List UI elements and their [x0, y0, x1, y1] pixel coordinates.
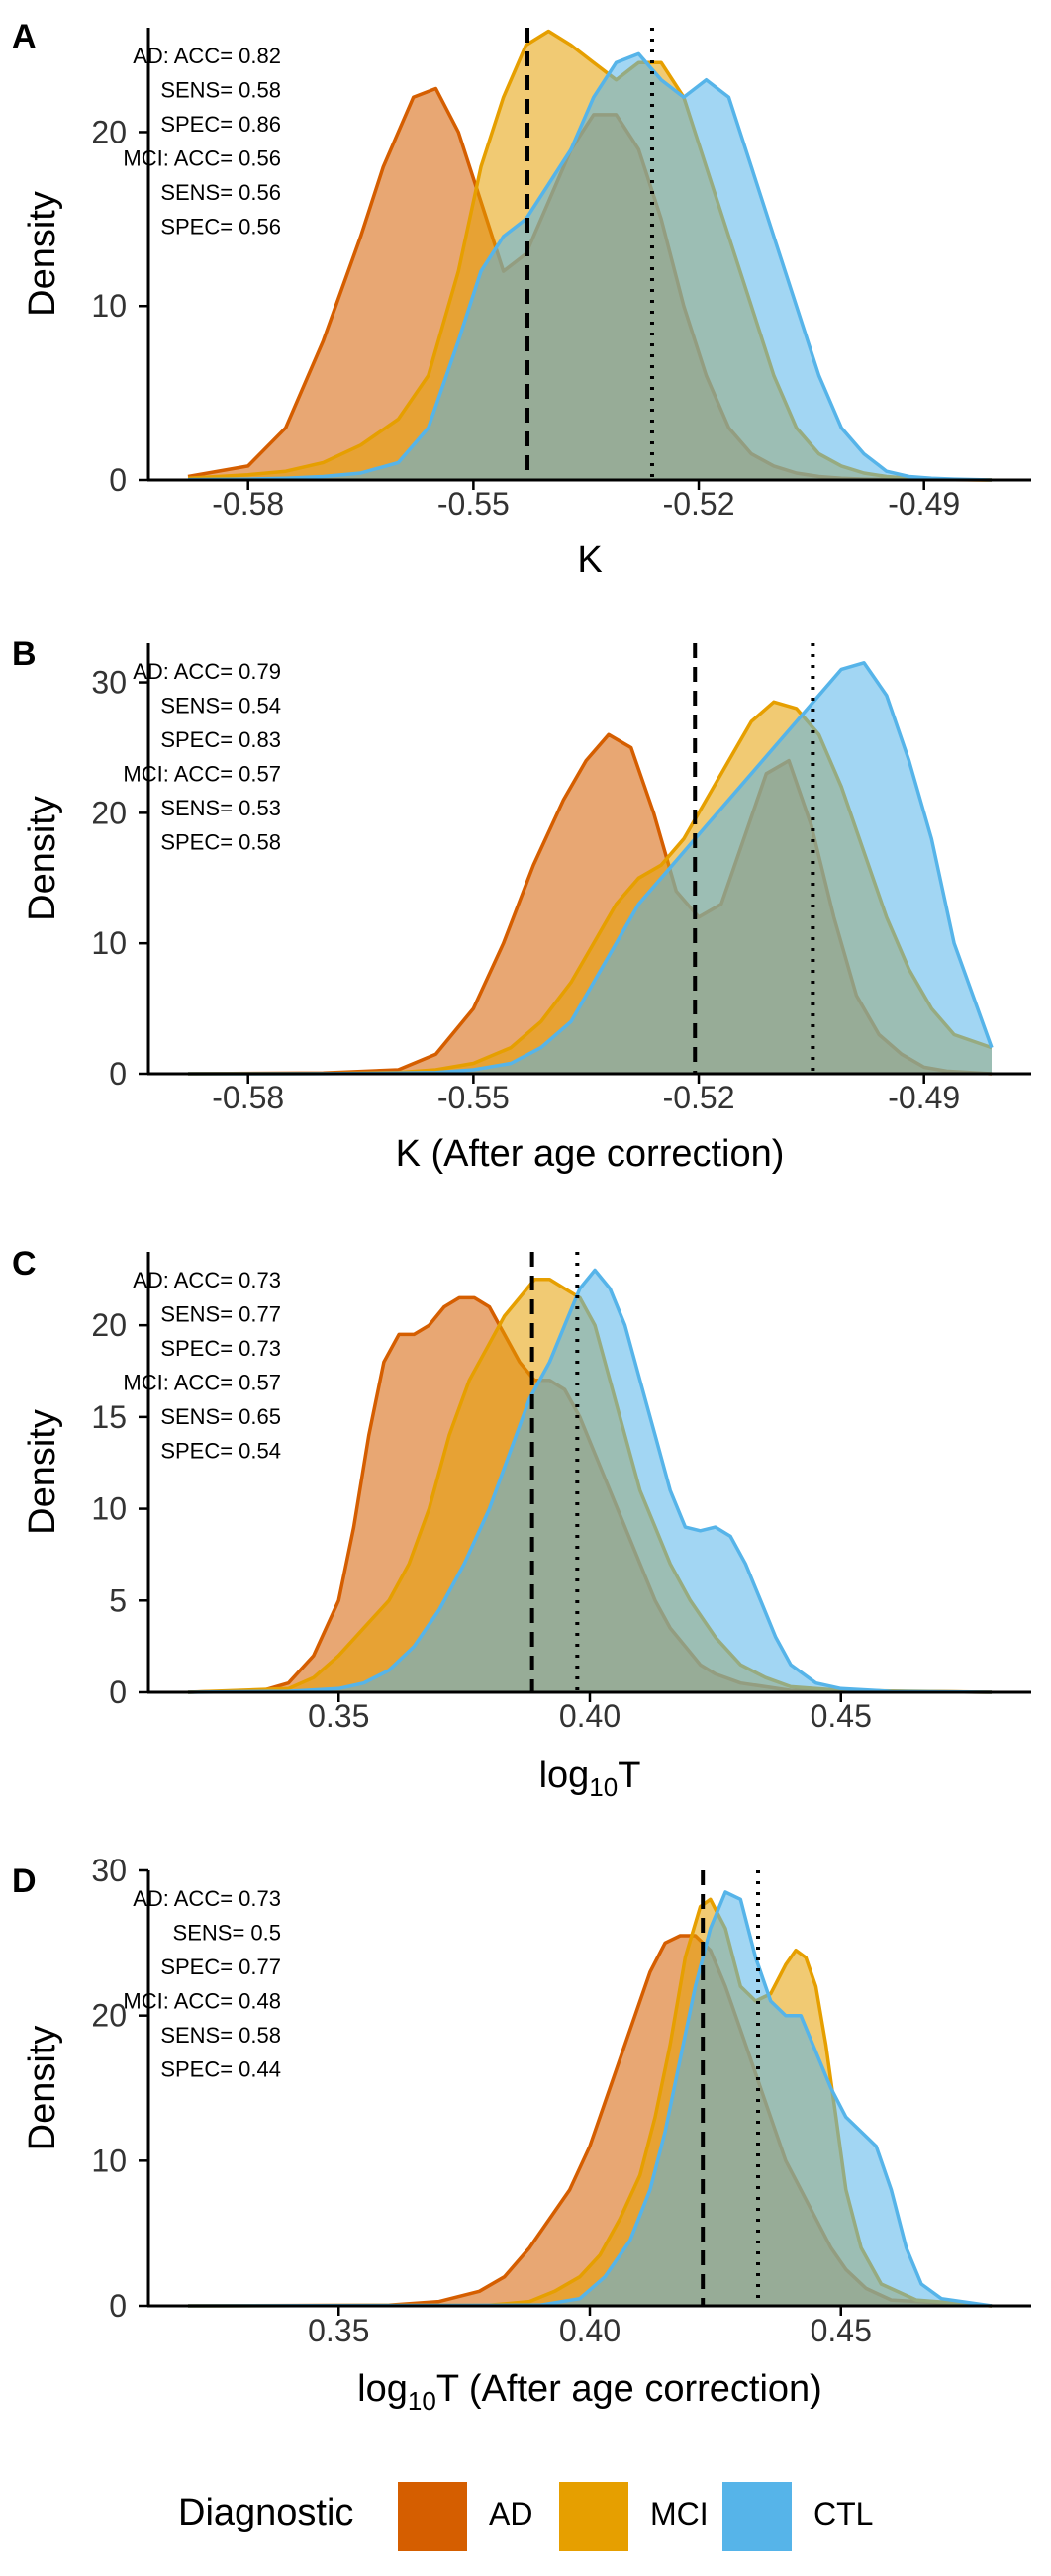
x-axis-label-subscript: 10 [408, 2386, 436, 2416]
x-tick-label: 0.35 [308, 1698, 369, 1734]
x-axis-label-main: K [577, 539, 602, 581]
density-area-ctl [188, 1270, 992, 1692]
x-axis-label-main: log [539, 1755, 590, 1796]
stats-line: SENS= 0.54 [160, 694, 281, 718]
density-line-ctl [187, 1890, 993, 2308]
panel-letter: B [12, 635, 37, 673]
density-area-ctl [188, 662, 992, 1074]
density-line-ctl [187, 51, 993, 482]
legend-swatch-ctl [722, 2482, 792, 2551]
stats-line: AD: ACC= 0.73 [133, 1268, 281, 1292]
x-axis-label: K (After age correction) [396, 1133, 785, 1175]
legend-label-ad: AD [489, 2496, 532, 2531]
stats-line: SENS= 0.56 [160, 180, 281, 205]
stats-line: SPEC= 0.73 [160, 1336, 281, 1361]
stats-line: SPEC= 0.58 [160, 830, 281, 855]
stats-line: SPEC= 0.77 [160, 1955, 281, 1979]
x-axis-label-main: K (After age correction) [396, 1133, 785, 1175]
x-tick-label: -0.52 [663, 1080, 735, 1115]
legend-label-mci: MCI [650, 2496, 709, 2531]
x-axis-label-main: log [357, 2368, 408, 2410]
y-tick-label: 10 [91, 1491, 127, 1527]
stats-line: SPEC= 0.86 [160, 112, 281, 137]
panel-letter: C [12, 1245, 37, 1283]
stats-line: SPEC= 0.83 [160, 727, 281, 752]
x-tick-label: -0.58 [212, 1080, 284, 1115]
x-tick-label: -0.49 [888, 486, 960, 522]
stats-line: SPEC= 0.44 [160, 2057, 281, 2082]
y-tick-label: 10 [91, 2143, 127, 2178]
y-tick-label: 10 [91, 925, 127, 961]
x-tick-label: 0.40 [559, 1698, 621, 1734]
y-tick-label: 15 [91, 1399, 127, 1435]
stats-line: AD: ACC= 0.79 [133, 659, 281, 684]
x-tick-label: 0.35 [308, 2313, 369, 2348]
panel-letter: A [12, 18, 37, 55]
y-tick-label: 20 [91, 1998, 127, 2034]
y-tick-label: 0 [109, 462, 127, 498]
stats-line: AD: ACC= 0.82 [133, 44, 281, 68]
y-axis-label: Density [22, 796, 63, 921]
x-tick-label: 0.40 [559, 2313, 621, 2348]
stats-line: MCI: ACC= 0.57 [123, 762, 281, 787]
x-tick-label: -0.55 [437, 486, 510, 522]
x-tick-label: -0.52 [663, 486, 735, 522]
panel-a: A -0.58 -0.55 -0.52 -0.49 0 10 20 Density K AD: AC… [12, 18, 1031, 581]
stats-line: SENS= 0.58 [160, 78, 281, 103]
y-tick-label: 10 [91, 288, 127, 324]
y-tick-label: 0 [109, 2288, 127, 2324]
x-axis-label: log10T [539, 1755, 641, 1802]
y-tick-label: 0 [109, 1056, 127, 1092]
x-axis-label-suffix: T (After age correction) [436, 2368, 822, 2410]
stats-line: MCI: ACC= 0.48 [123, 1989, 281, 2014]
y-axis-label: Density [22, 191, 63, 317]
x-tick-label: -0.55 [437, 1080, 510, 1115]
y-tick-label: 30 [91, 1853, 127, 1888]
density-area-ctl [188, 1892, 992, 2306]
stats-line: SPEC= 0.56 [160, 215, 281, 239]
x-axis-label: K [577, 539, 602, 581]
y-axis-label: Density [22, 1409, 63, 1535]
legend-title: Diagnostic [178, 2492, 353, 2533]
x-axis-label: log10T (After age correction) [357, 2368, 822, 2416]
x-tick-label: 0.45 [811, 2313, 872, 2348]
y-tick-label: 5 [109, 1582, 127, 1618]
stats-line: SPEC= 0.54 [160, 1439, 281, 1464]
y-tick-label: 20 [91, 1307, 127, 1343]
stats-line: SENS= 0.58 [160, 2023, 281, 2048]
panel-letter: D [12, 1862, 37, 1900]
stats-line: SENS= 0.53 [160, 796, 281, 820]
y-tick-label: 20 [91, 795, 127, 830]
stats-line: AD: ACC= 0.73 [133, 1886, 281, 1911]
legend: Diagnostic AD MCI CTL [178, 2482, 873, 2551]
x-axis-label-suffix: T [618, 1755, 640, 1796]
x-axis-label-subscript: 10 [589, 1772, 618, 1802]
stats-line: SENS= 0.77 [160, 1302, 281, 1327]
stats-line: MCI: ACC= 0.57 [123, 1371, 281, 1395]
legend-swatch-ad [398, 2482, 467, 2551]
panel-b: B -0.58 -0.55 -0.52 -0.49 0 10 20 30 Density K (Af… [12, 635, 1031, 1175]
y-tick-label: 0 [109, 1674, 127, 1710]
x-tick-label: -0.58 [212, 486, 284, 522]
x-tick-label: 0.45 [811, 1698, 872, 1734]
x-tick-label: -0.49 [888, 1080, 960, 1115]
y-tick-label: 20 [91, 114, 127, 149]
density-area-ctl [188, 53, 992, 481]
density-line-ctl [187, 1268, 993, 1694]
legend-label-ctl: CTL [813, 2496, 873, 2531]
legend-swatch-mci [559, 2482, 628, 2551]
y-tick-label: 30 [91, 665, 127, 701]
stats-line: SENS= 0.65 [160, 1404, 281, 1429]
stats-line: SENS= 0.5 [173, 1921, 281, 1946]
stats-line: MCI: ACC= 0.56 [123, 146, 281, 171]
y-axis-label: Density [22, 2026, 63, 2151]
